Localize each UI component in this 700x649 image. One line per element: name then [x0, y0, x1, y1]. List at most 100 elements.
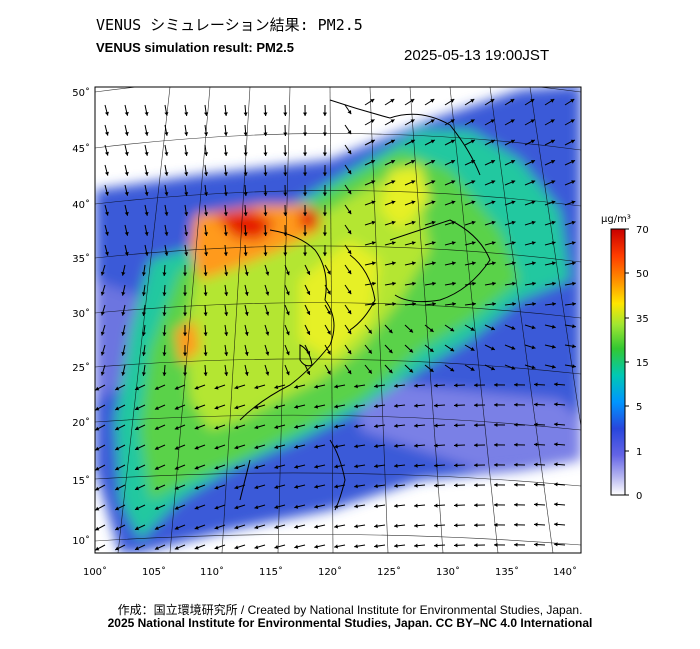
- wind-arrow-head: [394, 543, 398, 548]
- wind-arrow-head: [283, 112, 288, 116]
- wind-arrow-head: [234, 465, 239, 470]
- wind-arrow-head: [431, 241, 436, 245]
- wind-arrow-head: [391, 241, 396, 245]
- wind-arrow-head: [414, 543, 418, 548]
- wind-arrow-head: [234, 545, 239, 550]
- wind-arrow-head: [451, 261, 456, 266]
- wind-arrow-head: [514, 382, 518, 387]
- coastlines: [239, 99, 491, 511]
- wind-arrow-head: [327, 270, 331, 275]
- wind-arrow-head: [244, 371, 249, 376]
- wind-arrow-head: [414, 503, 418, 508]
- wind-arrow-head: [124, 251, 129, 256]
- wind-arrow-head: [347, 190, 352, 195]
- colorbar-label: 50: [636, 269, 649, 280]
- wind-arrow-head: [144, 212, 149, 216]
- wind-arrow-head: [494, 522, 498, 527]
- wind-arrow-head: [494, 382, 498, 387]
- wind-arrow-head: [454, 383, 458, 388]
- wind-arrow-head: [100, 291, 105, 296]
- wind-arrow-head: [450, 99, 455, 103]
- wind-arrow-head: [450, 119, 455, 123]
- wind-arrow-head: [283, 232, 288, 236]
- wind-arrow-head: [554, 442, 558, 447]
- wind-arrow-head: [371, 261, 376, 266]
- wind-arrow-head: [314, 504, 318, 509]
- wind-arrow-head: [554, 402, 558, 407]
- wind-arrow-head: [327, 310, 331, 315]
- wind-arrow-head: [144, 112, 149, 116]
- wind-arrow-head: [511, 261, 516, 266]
- wind-arrow-head: [354, 444, 358, 449]
- wind-arrow-head: [570, 139, 575, 144]
- wind-arrow-head: [234, 485, 239, 490]
- wind-arrow-head: [214, 485, 219, 490]
- wind-arrow-head: [494, 422, 498, 427]
- wind-arrow-head: [154, 546, 159, 550]
- wind-arrow-head: [263, 232, 268, 236]
- wind-arrow-head: [450, 327, 455, 332]
- wind-arrow-head: [492, 302, 496, 306]
- lon-tick-label: 140˚: [553, 566, 577, 578]
- wind-arrow-head: [115, 406, 120, 411]
- wind-arrow-head: [194, 525, 199, 530]
- wind-arrow-head: [274, 485, 279, 489]
- wind-arrow-head: [431, 261, 436, 266]
- wind-arrow-head: [306, 270, 311, 275]
- wind-arrow-head: [450, 139, 455, 144]
- wind-arrow-head: [306, 290, 311, 295]
- wind-arrow-head: [511, 180, 516, 184]
- wind-arrow-head: [472, 302, 476, 306]
- colorbar-label: 5: [636, 402, 642, 413]
- wind-arrow-head: [214, 445, 219, 450]
- wind-arrow-head: [514, 482, 518, 487]
- wind-arrow-head: [494, 442, 498, 447]
- wind-arrow-head: [124, 171, 129, 176]
- wind-arrow-head: [414, 483, 418, 488]
- wind-arrow-head: [263, 152, 268, 156]
- wind-arrow-head: [514, 402, 518, 407]
- wind-arrow-head: [474, 443, 478, 448]
- wind-arrow-head: [491, 200, 496, 205]
- wind-arrow-head: [470, 367, 475, 371]
- wind-arrow-head: [223, 192, 228, 196]
- wind-arrow-head: [454, 403, 458, 408]
- wind-arrow-head: [294, 444, 299, 449]
- wind-arrow-head: [243, 192, 248, 196]
- wind-arrow-head: [294, 504, 299, 509]
- wind-arrow-head: [394, 483, 398, 488]
- wind-arrow-head: [327, 370, 331, 375]
- wind-arrow-head: [388, 329, 393, 334]
- wind-arrow-head: [354, 384, 358, 389]
- wind-arrow-head: [452, 302, 456, 306]
- wind-arrow-head: [121, 291, 126, 296]
- wind-arrow-head: [451, 241, 456, 245]
- wind-arrow-head: [347, 350, 352, 355]
- wind-arrow-head: [184, 212, 189, 216]
- wind-arrow-head: [354, 424, 358, 429]
- wind-arrow-head: [164, 232, 169, 236]
- wind-arrow-head: [194, 505, 199, 510]
- wind-arrow-head: [141, 372, 146, 376]
- wind-arrow-head: [95, 386, 100, 391]
- wind-arrow-head: [234, 385, 239, 390]
- wind-arrow-head: [368, 369, 372, 374]
- wind-arrow-head: [124, 231, 129, 236]
- wind-arrow-head: [414, 463, 418, 468]
- wind-arrow-head: [95, 446, 100, 451]
- wind-arrow-head: [554, 522, 558, 527]
- wind-arrow-head: [183, 372, 188, 376]
- wind-arrow-head: [322, 132, 327, 136]
- wind-arrow-head: [244, 271, 249, 276]
- wind-arrow-head: [370, 119, 375, 123]
- wind-arrow-head: [368, 329, 372, 334]
- wind-arrow-head: [454, 423, 458, 428]
- wind-arrow-head: [390, 139, 395, 144]
- wind-arrow-head: [511, 325, 516, 330]
- wind-arrow-head: [371, 160, 375, 164]
- wind-arrow-head: [429, 328, 434, 332]
- wind-arrow-head: [174, 546, 179, 550]
- wind-arrow-head: [243, 172, 248, 176]
- wind-arrow-head: [174, 466, 179, 470]
